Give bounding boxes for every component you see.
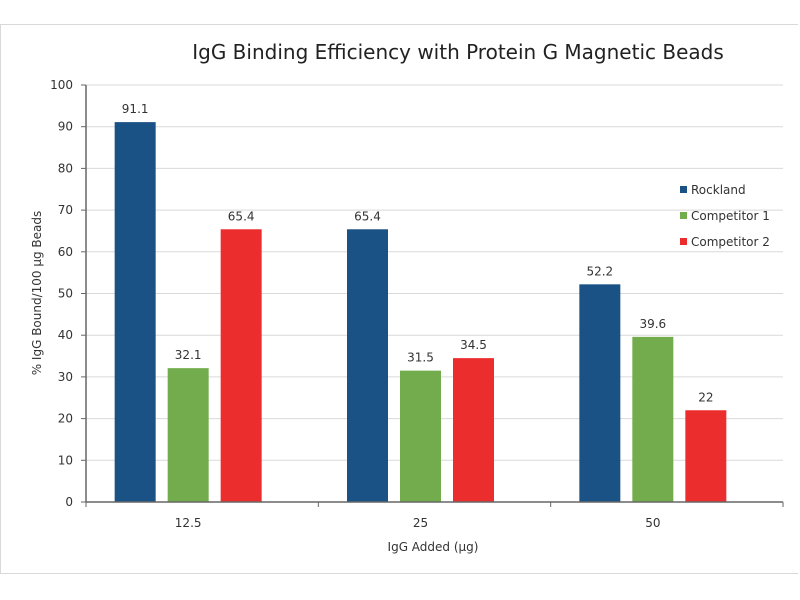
legend: Rockland Competitor 1 Competitor 2 [680,183,770,249]
data-label: 22 [698,390,713,404]
y-tick-label: 100 [50,78,73,92]
data-labels: 91.1 32.1 65.4 65.4 31.5 34.5 52.2 39.6 22 [122,102,714,404]
bar-competitor-1 [400,370,441,502]
x-tick-label: 25 [413,516,428,530]
x-axis-label: IgG Added (µg) [388,540,479,554]
bar-rockland [114,122,156,502]
x-tick-labels: 12.5 25 50 [175,516,661,530]
legend-swatch [680,238,687,245]
bars [114,122,727,503]
y-tick-label: 90 [58,120,73,134]
legend-label: Competitor 2 [691,235,770,249]
chart-title: IgG Binding Efficiency with Protein G Ma… [192,40,724,64]
x-tick-label: 50 [645,516,660,530]
data-label: 34.5 [460,338,487,352]
data-label: 32.1 [175,348,202,362]
legend-swatch [680,212,687,219]
legend-swatch [680,186,687,193]
y-tick-label: 80 [58,161,73,175]
y-tick-label: 10 [58,453,73,467]
bar-competitor-2 [453,358,494,502]
bar-competitor-2 [685,410,727,502]
y-tick-label: 0 [65,495,73,509]
data-label: 65.4 [354,209,381,223]
data-label: 65.4 [228,209,255,223]
legend-label: Rockland [691,183,746,197]
data-label: 31.5 [407,351,434,365]
bar-competitor-2 [220,229,262,503]
axes [81,84,784,507]
y-tick-labels: 0 10 20 30 40 50 60 70 80 90 100 [50,78,73,509]
legend-label: Competitor 1 [691,209,770,223]
y-tick-label: 50 [58,287,73,301]
y-tick-label: 40 [58,328,73,342]
data-label: 39.6 [639,317,666,331]
y-axis-label: % IgG Bound/100 µg Beads [30,211,44,376]
bar-rockland [347,229,388,503]
bar-competitor-1 [167,368,209,502]
y-tick-label: 70 [58,203,73,217]
data-label: 91.1 [122,102,149,116]
chart-frame [0,24,798,574]
y-tick-label: 30 [58,370,73,384]
bar-competitor-1 [632,336,674,502]
data-label: 52.2 [586,264,613,278]
y-tick-label: 60 [58,245,73,259]
bar-rockland [579,284,621,502]
y-tick-label: 20 [58,412,73,426]
x-tick-label: 12.5 [175,516,202,530]
